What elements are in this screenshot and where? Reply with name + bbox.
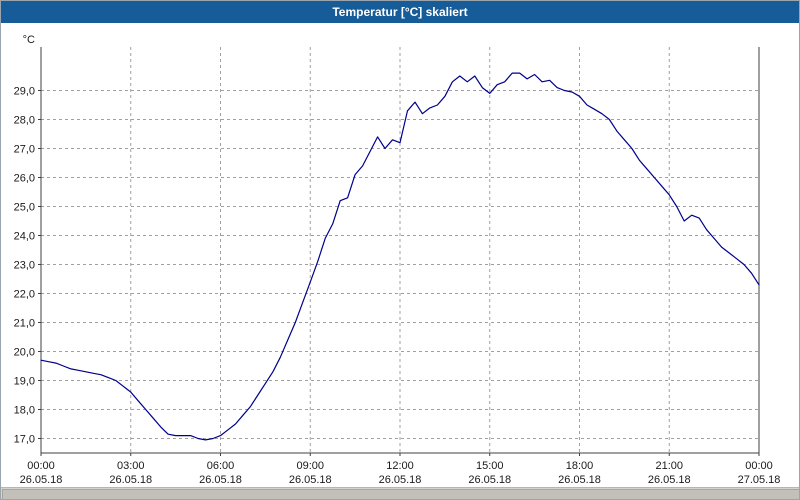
y-tick-label: 24,0 [14,231,35,243]
y-tick-label: 29,0 [14,86,35,98]
temperature-series-line [40,72,760,441]
x-tick-date-label: 26.05.18 [20,474,63,486]
temperature-line-chart: 17,0 18,0 19,0 20,0 21,0 22,0 23,0 24,0 25,0 26,0… [14,34,781,486]
x-tick-date-label: 26.05.18 [648,474,691,486]
y-tick-label: 27,0 [14,144,35,156]
x-tick-time-label: 09:00 [296,460,324,472]
y-tick-label: 23,0 [14,260,35,272]
y-tick-label: 22,0 [14,289,35,301]
y-tick-label: 19,0 [14,376,35,388]
y-tick-label: 26,0 [14,173,35,185]
x-tick-time-label: 12:00 [386,460,414,472]
x-tick-time-label: 00:00 [745,460,773,472]
x-tick-date-label: 27.05.18 [738,474,781,486]
x-tick-time-label: 00:00 [27,460,55,472]
x-tick-time-label: 18:00 [566,460,594,472]
y-tick-label: 28,0 [14,115,35,127]
x-tick-time-label: 15:00 [476,460,504,472]
window-titlebar: Temperatur [°C] skaliert [1,1,799,23]
y-tick-label: 20,0 [14,347,35,359]
window-title: Temperatur [°C] skaliert [332,5,468,19]
scrollbar-thumb[interactable] [2,489,799,499]
y-axis-unit-label: °C [23,34,35,46]
x-tick-date-label: 26.05.18 [379,474,422,486]
x-tick-time-label: 03:00 [117,460,145,472]
x-tick-date-label: 26.05.18 [558,474,601,486]
x-tick-date-label: 26.05.18 [468,474,511,486]
y-tick-label: 21,0 [14,318,35,330]
x-tick-time-label: 06:00 [207,460,235,472]
y-tick-label: 25,0 [14,202,35,214]
x-tick-date-label: 26.05.18 [109,474,152,486]
horizontal-scrollbar[interactable] [1,487,799,499]
chart-area: 17,0 18,0 19,0 20,0 21,0 22,0 23,0 24,0 25,0 26,0… [1,23,799,487]
x-tick-date-label: 26.05.18 [289,474,332,486]
x-tick-time-label: 21:00 [655,460,683,472]
x-tick-date-label: 26.05.18 [199,474,242,486]
y-tick-label: 18,0 [14,405,35,417]
y-tick-label: 17,0 [14,434,35,446]
